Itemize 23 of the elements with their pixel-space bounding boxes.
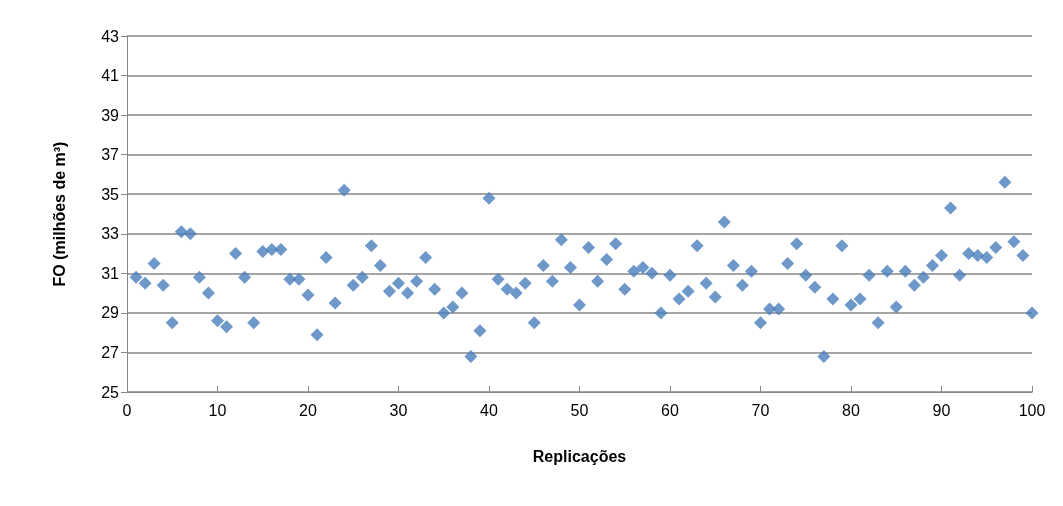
x-tick-label: 30 — [389, 401, 408, 419]
x-tick-label: 40 — [480, 401, 498, 419]
x-tick-label: 50 — [570, 401, 589, 419]
x-tick-label: 100 — [1018, 401, 1046, 419]
x-tick-label: 90 — [932, 401, 951, 419]
x-tick-label: 20 — [299, 401, 317, 419]
x-axis-title: Replicações — [532, 447, 627, 465]
y-tick-label: 27 — [101, 343, 120, 361]
y-tick-label: 33 — [101, 225, 120, 243]
x-tick-label: 60 — [661, 401, 679, 419]
x-tick-label: 0 — [122, 401, 132, 419]
y-tick-label: 41 — [101, 67, 120, 85]
x-tick-label: 10 — [208, 401, 227, 419]
y-tick-label: 43 — [101, 27, 120, 45]
y-tick-label: 37 — [101, 146, 120, 164]
x-tick-label: 70 — [751, 401, 770, 419]
y-tick-label: 29 — [101, 304, 120, 322]
y-tick-label: 35 — [101, 185, 120, 203]
y-tick-label: 31 — [101, 264, 120, 282]
y-axis-title: FO (milhões de m³) — [50, 141, 68, 287]
y-tick-label: 39 — [101, 106, 120, 124]
x-tick-label: 80 — [842, 401, 860, 419]
y-tick-label: 25 — [101, 383, 120, 401]
